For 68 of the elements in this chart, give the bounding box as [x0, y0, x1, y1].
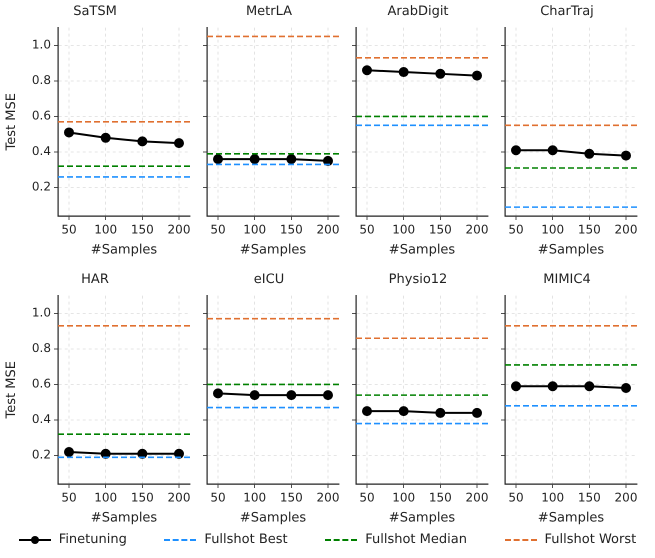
x-tick-label: 50 — [61, 490, 77, 504]
point — [174, 138, 184, 148]
x-axis-title: #Samples — [538, 510, 604, 526]
x-tick-label: 50 — [359, 490, 375, 504]
y-tick-label: 0.6 — [32, 108, 51, 123]
x-tick-label: 50 — [508, 222, 524, 236]
x-tick-label: 150 — [428, 490, 452, 504]
chart-title: eICU — [254, 272, 284, 288]
x-tick-label: 100 — [243, 222, 266, 236]
x-axis-title: #Samples — [538, 242, 604, 258]
x-tick-label: 200 — [614, 490, 638, 504]
y-tick-label: 0.6 — [32, 376, 51, 391]
y-tick-label: 0.8 — [32, 73, 51, 88]
x-tick-label: 200 — [614, 222, 638, 236]
x-axis-title: #Samples — [90, 242, 158, 258]
chart-title: SaTSM — [73, 4, 117, 20]
x-tick-label: 50 — [210, 490, 226, 504]
x-tick-label: 150 — [280, 490, 303, 504]
y-tick-label: 0.2 — [32, 180, 51, 194]
x-tick-label: 100 — [94, 222, 118, 236]
x-tick-label: 150 — [280, 222, 303, 236]
x-tick-label: 150 — [428, 222, 452, 236]
x-axis-title: #Samples — [240, 242, 306, 258]
x-tick-label: 150 — [130, 490, 154, 504]
x-axis-title: #Samples — [388, 242, 456, 258]
y-tick-label: 1.0 — [32, 38, 51, 52]
chart-title: ArabDigit — [387, 4, 449, 20]
point — [137, 136, 148, 146]
x-axis-title: #Samples — [240, 510, 306, 526]
x-tick-label: 50 — [359, 222, 375, 236]
chart-title: MIMIC4 — [543, 272, 591, 288]
x-tick-label: 200 — [316, 222, 340, 236]
legend-label: Fullshot Best — [204, 532, 288, 547]
x-tick-label: 200 — [168, 490, 190, 504]
x-tick-label: 200 — [168, 222, 190, 236]
legend-label: Fullshot Median — [365, 532, 467, 547]
x-axis-title: #Samples — [90, 510, 158, 526]
legend-label: Finetuning — [58, 532, 127, 547]
x-tick-label: 150 — [578, 222, 601, 236]
x-tick-label: 200 — [316, 490, 340, 504]
y-tick-label: 0.4 — [32, 144, 51, 158]
x-tick-label: 100 — [94, 490, 118, 504]
x-tick-label: 150 — [578, 490, 601, 504]
y-tick-label: 1.0 — [32, 306, 51, 320]
legend-label: Fullshot Worst — [544, 532, 636, 547]
x-tick-label: 50 — [210, 222, 226, 236]
x-tick-label: 100 — [541, 490, 564, 504]
x-tick-label: 50 — [508, 490, 524, 504]
y-axis-title: Test MSE — [4, 93, 20, 152]
x-tick-label: 200 — [466, 222, 488, 236]
point — [64, 127, 74, 138]
x-tick-label: 100 — [392, 490, 416, 504]
y-axis-title: Test MSE — [4, 361, 20, 420]
y-tick-label: 0.4 — [32, 412, 51, 426]
y-tick-label: 0.8 — [32, 341, 51, 356]
chart-title: Physio12 — [388, 272, 448, 288]
x-tick-label: 50 — [61, 222, 77, 236]
chart-title: HAR — [81, 272, 109, 288]
x-tick-label: 100 — [243, 490, 266, 504]
x-tick-label: 100 — [392, 222, 416, 236]
x-axis-title: #Samples — [388, 510, 456, 526]
point — [100, 132, 111, 143]
x-tick-label: 100 — [541, 222, 564, 236]
y-tick-label: 0.2 — [32, 448, 51, 462]
chart-title: CharTraj — [540, 4, 594, 20]
chart-title: MetrLA — [246, 4, 292, 20]
x-tick-label: 150 — [130, 222, 154, 236]
x-tick-label: 200 — [466, 490, 488, 504]
